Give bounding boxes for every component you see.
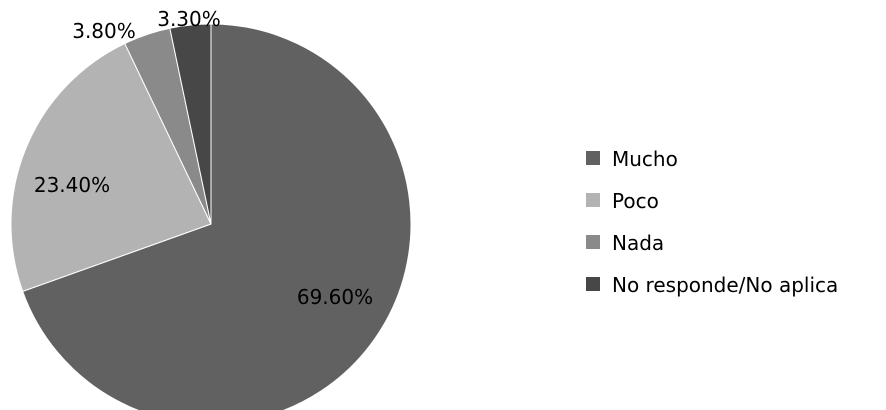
legend-swatch-nada — [586, 235, 600, 249]
legend-swatch-mucho — [586, 151, 600, 165]
slice-label-no-responde-no-aplica: 3.30% — [157, 7, 221, 31]
pie-slice-labels: 69.60% 23.40% 3.80% 3.30% — [34, 7, 373, 309]
legend-label-no-responde-no-aplica: No responde/No aplica — [612, 273, 838, 297]
slice-label-mucho: 69.60% — [297, 285, 373, 309]
legend-label-nada: Nada — [612, 231, 664, 255]
pie-slice-no-responde-no-aplica — [169, 23, 212, 225]
legend-label-mucho: Mucho — [612, 147, 678, 171]
pie-slice-poco — [10, 42, 212, 293]
slice-label-nada: 3.80% — [72, 19, 136, 43]
legend-label-poco: Poco — [612, 189, 659, 213]
pie-slice-mucho — [22, 23, 412, 410]
pie-slices — [10, 23, 412, 410]
legend: Mucho Poco Nada No responde/No aplica — [586, 147, 838, 297]
slice-label-poco: 23.40% — [34, 173, 110, 197]
legend-swatch-poco — [586, 193, 600, 207]
legend-swatch-no-responde-no-aplica — [586, 277, 600, 291]
